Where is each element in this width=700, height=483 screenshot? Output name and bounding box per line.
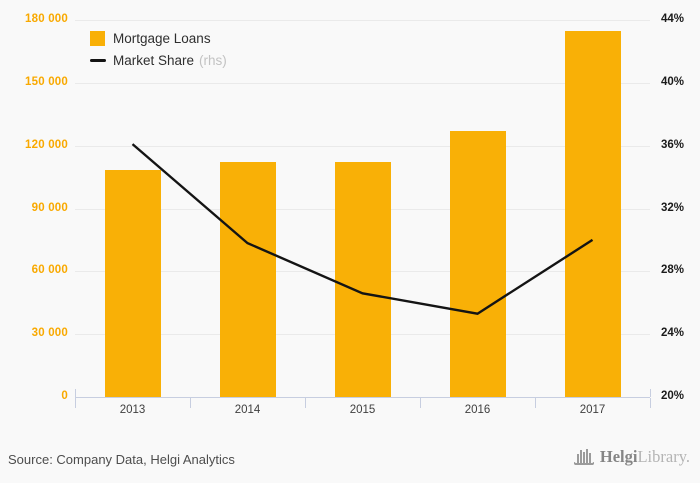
- x-axis-tick: [305, 398, 306, 408]
- bar-2017: [564, 31, 621, 397]
- y-axis-label-left: 180 000: [25, 13, 68, 25]
- x-axis-label: 2017: [579, 404, 606, 416]
- y-axis-label-right: 40%: [661, 75, 685, 88]
- x-axis-label: 2016: [464, 404, 491, 416]
- x-axis-line: [75, 397, 650, 398]
- bar-2014: [219, 161, 276, 397]
- y-axis-label-right: 20%: [661, 390, 685, 402]
- y-axis-label-right: 28%: [661, 264, 685, 277]
- x-axis-tick: [650, 398, 651, 408]
- bar-2015: [334, 161, 391, 397]
- source-text: Source: Company Data, Helgi Analytics: [8, 452, 235, 467]
- x-axis-tick: [535, 398, 536, 408]
- x-axis-tick: [420, 398, 421, 408]
- y-axis-label-left: 90 000: [31, 201, 68, 214]
- y-axis-label-left: 150 000: [25, 75, 68, 88]
- bar-2013: [104, 169, 161, 397]
- logo-text: HelgiLibrary.: [600, 447, 690, 467]
- y-axis-label-left: 0: [61, 390, 68, 402]
- y-axis-label-right: 36%: [661, 138, 685, 151]
- legend-swatch-line-icon: [90, 58, 106, 62]
- logo-brand: Helgi: [599, 447, 638, 466]
- gridline: [75, 20, 650, 21]
- y-axis-label-right: 32%: [661, 201, 685, 214]
- x-axis-tick: [190, 398, 191, 408]
- x-axis-tick: [75, 398, 76, 408]
- y-axis-label-right: 44%: [661, 13, 685, 25]
- y-axis-label-left: 30 000: [31, 327, 68, 340]
- legend-label-mortgage-loans: Mortgage Loans: [113, 30, 211, 46]
- legend-note-rhs: (rhs): [199, 52, 227, 68]
- y-axis-label-right: 24%: [661, 327, 685, 340]
- gridline: [75, 82, 650, 84]
- logo-suffix: Library.: [637, 447, 690, 466]
- x-axis-endcap-right: [650, 389, 651, 397]
- y-axis-label-left: 120 000: [25, 138, 68, 151]
- helgi-library-logo: HelgiLibrary.: [573, 446, 690, 468]
- x-axis-label: 2013: [119, 404, 146, 416]
- x-axis-label: 2015: [349, 404, 376, 416]
- legend: Mortgage Loans Market Share (rhs): [90, 27, 227, 71]
- legend-label-market-share: Market Share: [113, 52, 195, 68]
- legend-swatch-square-icon: [90, 30, 105, 46]
- bar-2016: [449, 131, 506, 397]
- x-axis-endcap-left: [75, 389, 76, 397]
- legend-item-market-share: Market Share (rhs): [90, 49, 227, 71]
- helgi-logo-icon: [573, 449, 594, 465]
- x-axis-label: 2014: [234, 404, 261, 416]
- y-axis-label-left: 60 000: [31, 264, 68, 277]
- legend-item-mortgage-loans: Mortgage Loans: [90, 27, 227, 49]
